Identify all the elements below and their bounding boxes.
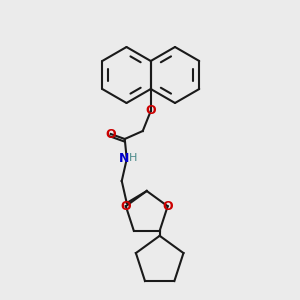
Text: H: H	[129, 153, 137, 163]
Text: O: O	[146, 104, 156, 118]
Text: O: O	[162, 200, 173, 213]
Text: N: N	[118, 152, 129, 164]
Text: O: O	[121, 200, 131, 213]
Text: O: O	[105, 128, 116, 140]
